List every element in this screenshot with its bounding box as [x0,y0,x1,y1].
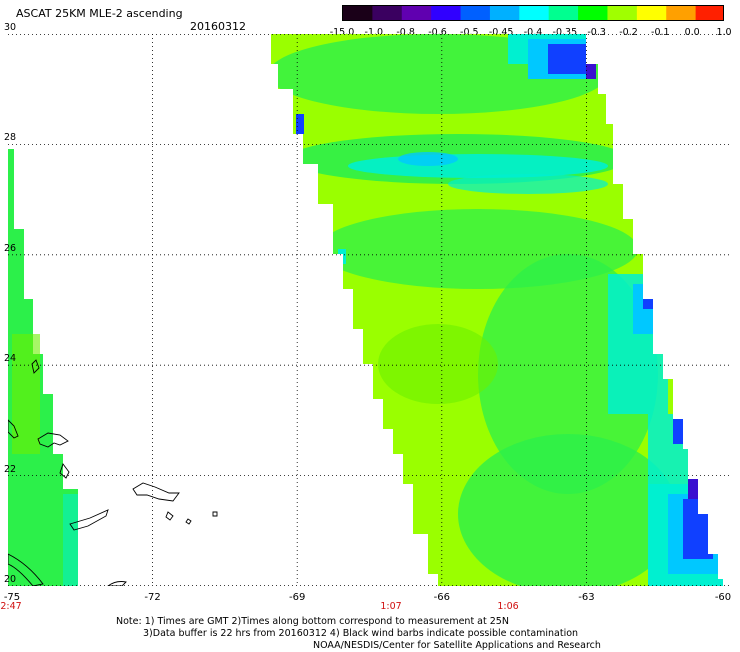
colorbar-label: 1.0 [716,27,732,38]
coastline [165,511,174,521]
lat-tick-label: 26 [4,242,17,254]
note-line-3: NOAA/NESDIS/Center for Satellite Applica… [313,640,601,651]
colorbar-label: -0.4 [523,27,543,38]
colorbar-label: -0.5 [460,27,479,38]
colorbar-gradient [343,6,723,20]
colorbar-label: 0.0 [684,27,700,38]
colorbar [342,5,724,21]
colorbar-swatch [666,6,697,20]
colorbar-label: -0.2 [619,27,638,38]
lon-tick-label: -60 [714,592,732,603]
colorbar-label: -15.0 [329,27,355,38]
colorbar-swatch [343,6,374,20]
colorbar-label: -0.45 [488,27,514,38]
note-line-1: Note: 1) Times are GMT 2)Times along bot… [116,616,509,627]
colorbar-swatch [636,6,668,20]
lon-tick-label: -69 [289,592,306,603]
lat-tick-label: 22 [4,463,17,475]
colorbar-swatch [519,6,550,20]
colorbar-swatch [489,6,521,20]
colorbar-swatch [607,6,638,20]
lon-tick-label: -63 [578,592,595,603]
swath-left [8,149,78,586]
colorbar-swatch [431,6,462,20]
colorbar-label: -0.6 [428,27,447,38]
colorbar-label: -0.3 [587,27,606,38]
coastline [37,432,69,448]
colorbar-swatch [695,6,723,20]
lat-tick-label: 20 [4,574,17,585]
lat-tick-label: 28 [4,132,17,144]
colorbar-label: -1.0 [364,27,384,38]
colorbar-swatch [372,6,403,20]
map-canvas [7,34,731,587]
colorbar-swatch [548,6,580,20]
coastline [59,463,70,479]
lat-tick-label: 30 [4,22,17,33]
colorbar-label: -0.8 [396,27,415,38]
time-label-right: 1:06 [497,601,519,612]
colorbar-swatch [460,6,491,20]
map-plot [7,34,731,587]
map-date: 20160312 [190,20,246,33]
coastline [106,581,127,587]
coastline [185,518,192,525]
coastline [132,482,180,502]
lat-tick-label: 24 [4,353,17,365]
coastline [212,511,218,517]
note-line-2: 3)Data buffer is 22 hrs from 20160312 4)… [143,628,579,639]
colorbar-label: -0.1 [651,27,670,38]
notes: Note: 1) Times are GMT 2)Times along bot… [116,616,601,652]
lon-tick-label: -72 [144,592,161,603]
coastline [69,509,109,531]
time-label-left: 2:47 [0,601,22,612]
coastline [31,359,40,374]
time-label-mid: 1:07 [380,601,402,612]
colorbar-swatch [578,6,609,20]
colorbar-swatch [401,6,433,20]
lon-tick-label: -75 [3,592,21,603]
map-title: ASCAT 25KM MLE-2 ascending [16,7,183,20]
colorbar-label: -0.35 [552,27,578,38]
gridlines [8,34,731,586]
lon-tick-label: -66 [433,592,450,603]
coastline [7,418,19,439]
